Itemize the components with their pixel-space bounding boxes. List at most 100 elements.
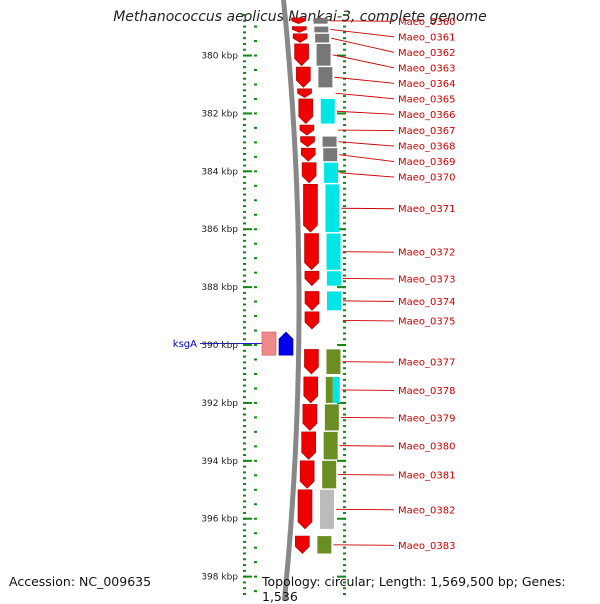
rna-gene [261, 331, 277, 356]
gene-arrow [304, 233, 319, 271]
minor-tick [243, 25, 246, 28]
gene-arrow [303, 376, 319, 404]
minor-tick [343, 552, 346, 555]
major-tick [243, 170, 252, 173]
gene-label: Maeo_0360 [398, 17, 455, 28]
minor-tick [343, 569, 346, 572]
gene-label: Maeo_0367 [398, 126, 455, 137]
minor-tick [343, 164, 346, 167]
minor-tick [343, 216, 346, 219]
minor-tick [343, 181, 346, 184]
category-block [332, 376, 340, 403]
minor-tick [243, 239, 246, 242]
minor-tick [243, 326, 246, 329]
major-tick [243, 228, 252, 231]
category-block [320, 98, 335, 124]
minor-tick [343, 494, 346, 497]
minor-tick [343, 367, 346, 370]
minor-tick [343, 425, 346, 428]
gene-label: Maeo_0370 [398, 173, 455, 184]
minor-tick [343, 95, 346, 98]
gene-label: Maeo_0383 [398, 541, 455, 552]
minor-tick [254, 112, 257, 115]
minor-tick [243, 506, 246, 509]
major-tick [243, 344, 252, 347]
minor-tick [243, 477, 246, 480]
minor-tick [343, 361, 346, 364]
minor-tick [343, 488, 346, 491]
minor-tick [243, 141, 246, 144]
category-block [324, 162, 339, 183]
category-block [326, 233, 341, 270]
minor-tick [254, 430, 257, 433]
gene-label: Maeo_0382 [398, 505, 455, 516]
axis-tick-label: 394 kbp [201, 457, 238, 467]
category-block [313, 17, 328, 24]
gene-arrow [297, 489, 313, 530]
major-tick [243, 401, 252, 404]
minor-tick [254, 532, 257, 535]
gene-leader-line [338, 141, 395, 147]
minor-tick [243, 587, 246, 590]
minor-tick [254, 170, 257, 173]
gene-arrow [298, 98, 314, 124]
gene-arrow [294, 43, 309, 67]
minor-tick [243, 494, 246, 497]
minor-tick [243, 361, 246, 364]
gene-arrow [303, 184, 318, 233]
minor-tick [243, 77, 246, 80]
minor-tick [343, 124, 346, 127]
gene-arrow [299, 124, 315, 136]
minor-tick [254, 242, 257, 245]
gene-label: Maeo_0366 [398, 110, 455, 121]
minor-tick [243, 187, 246, 190]
minor-tick [254, 387, 257, 390]
major-tick [243, 286, 252, 289]
gene-arrow [297, 88, 312, 98]
minor-tick [243, 569, 246, 572]
minor-tick [243, 448, 246, 451]
minor-tick [343, 558, 346, 561]
minor-tick [343, 477, 346, 480]
minor-tick [243, 367, 246, 370]
minor-tick [254, 416, 257, 419]
minor-tick [343, 14, 346, 16]
minor-tick [243, 413, 246, 416]
minor-tick [343, 465, 346, 468]
minor-tick [243, 430, 246, 433]
minor-tick [254, 445, 257, 448]
minor-tick [243, 523, 246, 526]
minor-tick [243, 268, 246, 271]
minor-tick [343, 42, 346, 45]
minor-tick [243, 529, 246, 532]
minor-tick [343, 187, 346, 190]
minor-tick [343, 587, 346, 590]
minor-tick [343, 315, 346, 318]
minor-tick [243, 147, 246, 150]
minor-tick [343, 355, 346, 358]
gene-arrow [291, 17, 306, 25]
minor-tick [343, 442, 346, 445]
minor-tick [343, 25, 346, 28]
minor-tick [343, 535, 346, 538]
gene-label: Maeo_0371 [398, 204, 455, 215]
gene-leader-line [342, 277, 395, 280]
minor-tick [343, 540, 346, 543]
minor-tick [343, 309, 346, 312]
major-tick [337, 401, 346, 404]
axis-tick-label: 390 kbp [201, 341, 238, 351]
gene-leader-line [339, 154, 395, 163]
minor-tick [343, 407, 346, 410]
minor-tick [343, 338, 346, 341]
minor-tick [343, 280, 346, 283]
minor-tick [254, 69, 257, 72]
minor-tick [243, 31, 246, 34]
minor-tick [343, 234, 346, 237]
minor-tick [243, 454, 246, 457]
minor-tick [243, 129, 246, 132]
gene-arrow [304, 291, 320, 311]
minor-tick [243, 234, 246, 237]
minor-tick [243, 384, 246, 387]
gene-arrow [296, 66, 311, 88]
